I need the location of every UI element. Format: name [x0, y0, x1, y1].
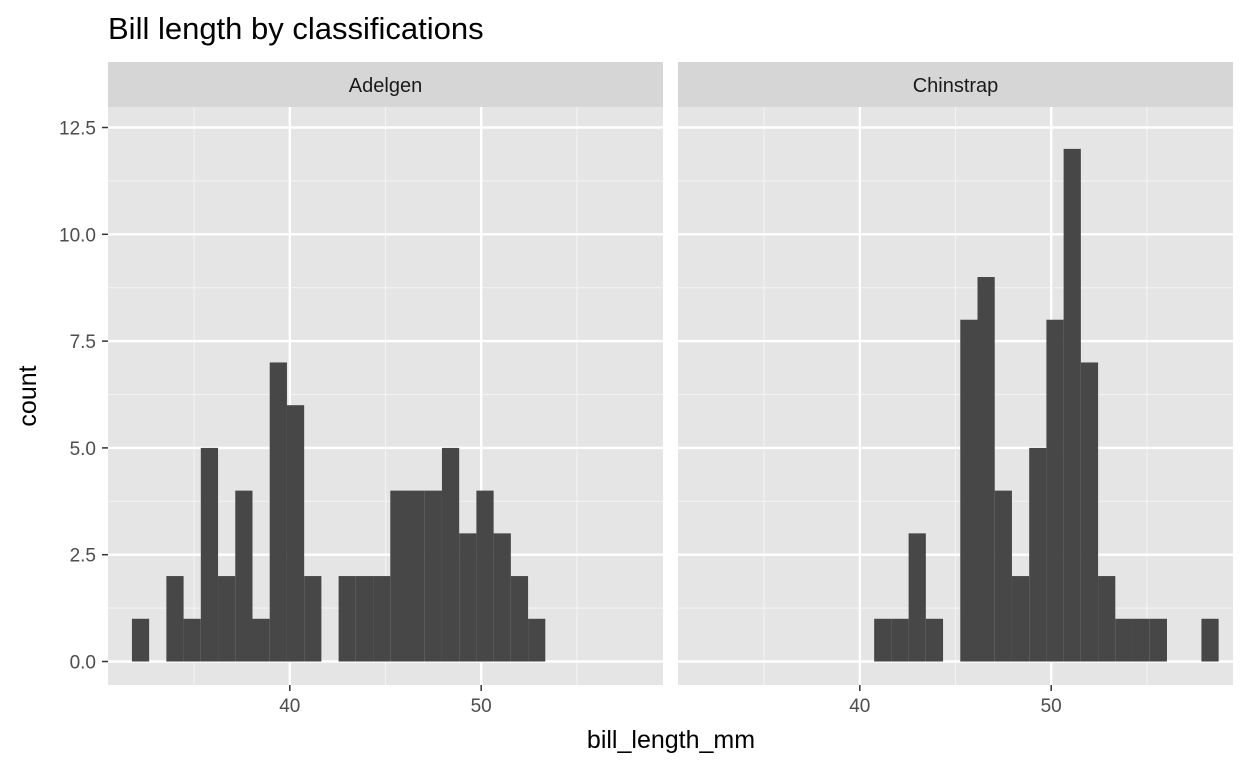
- histogram-bar: [1132, 618, 1150, 662]
- histogram-bar: [235, 490, 253, 662]
- y-axis: 0.0 2.5 5.0 7.5 10.0 12.5: [59, 119, 108, 674]
- histogram-bar: [252, 618, 270, 662]
- histogram-bar: [424, 490, 442, 662]
- histogram-bar: [459, 533, 477, 662]
- histogram-bar: [1115, 618, 1133, 662]
- histogram-bar: [390, 490, 408, 662]
- facet-strip: [108, 62, 663, 107]
- y-tick-label: 12.5: [59, 119, 96, 140]
- x-tick-label: 40: [279, 696, 300, 717]
- y-axis-title: count: [14, 365, 42, 426]
- histogram-bar: [510, 576, 529, 662]
- histogram-bar: [476, 490, 494, 662]
- histogram-bar: [286, 405, 305, 662]
- y-tick-label: 5.0: [70, 439, 96, 460]
- histogram-bar: [977, 277, 995, 662]
- histogram-bar: [131, 618, 150, 662]
- histogram-bar: [960, 319, 978, 662]
- histogram-bar: [874, 618, 892, 662]
- histogram-bar: [355, 576, 374, 662]
- histogram-bar: [891, 618, 909, 662]
- histogram-bar: [338, 576, 356, 662]
- x-axis-title: bill_length_mm: [587, 726, 755, 754]
- y-tick-label: 7.5: [70, 332, 96, 353]
- histogram-bar: [1063, 148, 1081, 662]
- facet-panel-chinstrap: Chinstrap 40 50: [678, 62, 1233, 717]
- facet-strip-label: Adelgen: [349, 75, 422, 97]
- histogram-bar: [493, 533, 511, 662]
- histogram-bar: [441, 447, 460, 662]
- histogram-bar: [183, 618, 201, 662]
- facet-strip-label: Chinstrap: [913, 75, 999, 97]
- histogram-bar: [269, 362, 287, 662]
- histogram-bar: [1029, 447, 1047, 662]
- histogram-bar: [994, 490, 1012, 662]
- panels: Adelgen 40 50 Chinstrap 40 50: [108, 62, 1233, 717]
- histogram-bar: [373, 576, 391, 662]
- x-tick-label: 50: [1041, 696, 1062, 717]
- histogram-bar: [1046, 319, 1064, 662]
- histogram-bar: [407, 490, 425, 662]
- histogram-bar: [1098, 576, 1116, 662]
- chart-title: Bill length by classifications: [108, 11, 484, 46]
- facet-panel-adelgen: Adelgen 40 50: [108, 62, 663, 717]
- y-tick-label: 2.5: [70, 546, 96, 567]
- histogram-bar: [200, 447, 219, 662]
- histogram-bar: [218, 576, 236, 662]
- facet-strip: [678, 62, 1233, 107]
- histogram-bar: [1080, 362, 1099, 662]
- x-tick-label: 50: [471, 696, 492, 717]
- histogram-bar: [1201, 618, 1219, 662]
- histogram-bar: [528, 618, 546, 662]
- histogram-bar: [304, 576, 322, 662]
- y-tick-label: 10.0: [59, 225, 96, 246]
- histogram-bar: [1149, 618, 1167, 662]
- histogram-bar: [908, 533, 926, 662]
- histogram-bar: [925, 618, 944, 662]
- x-tick-label: 40: [849, 696, 870, 717]
- y-tick-label: 0.0: [70, 653, 96, 674]
- histogram-bar: [166, 576, 184, 662]
- histogram-bar: [1011, 576, 1030, 662]
